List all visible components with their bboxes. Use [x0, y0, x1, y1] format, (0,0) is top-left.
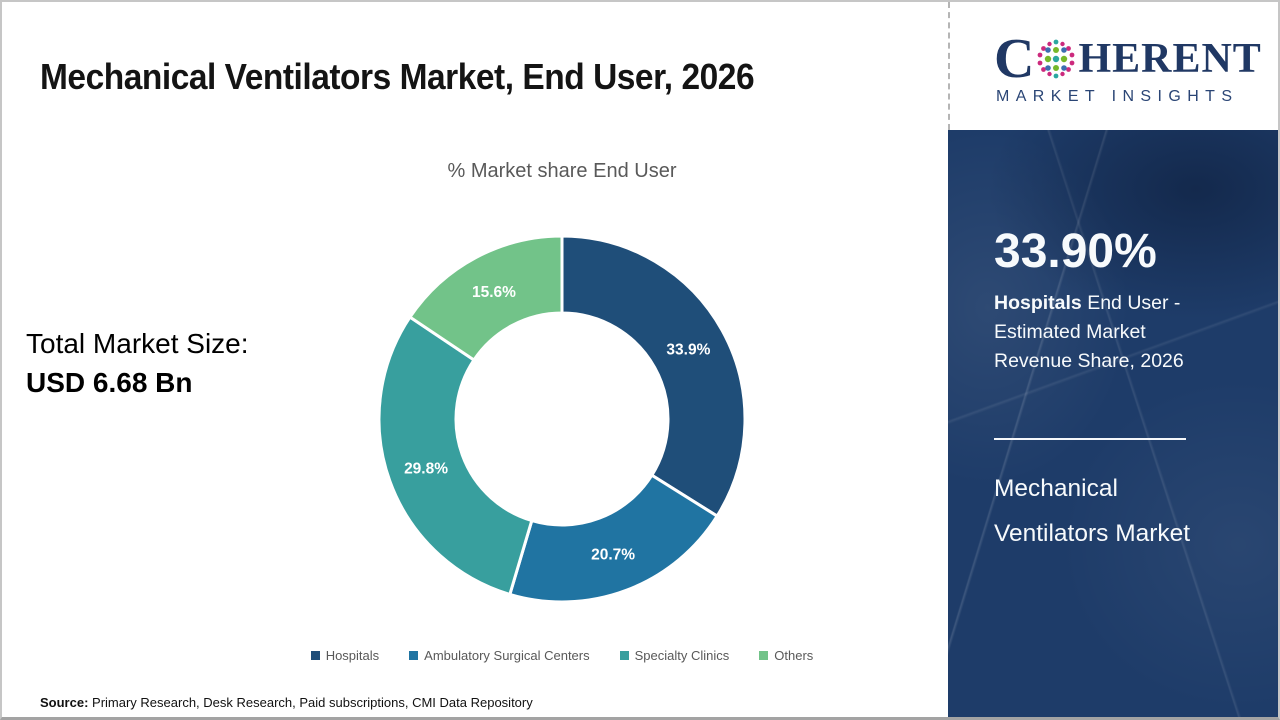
- sidebar-highlight-value: 33.90%: [994, 225, 1157, 278]
- legend-label: Hospitals: [325, 648, 380, 663]
- legend-swatch-icon: [619, 651, 629, 660]
- legend-item-ambulatory-surgical-centers: Ambulatory Surgical Centers: [409, 648, 590, 663]
- donut-label-specialty-clinics: 29.8%: [404, 460, 448, 477]
- chart-legend: Hospitals Ambulatory Surgical Centers Spec…: [114, 648, 1010, 663]
- legend-label: Specialty Clinics: [634, 648, 730, 663]
- donut-chart: 33.9% 20.7% 29.8% 15.6%: [377, 234, 747, 604]
- donut-label-hospitals: 33.9%: [666, 341, 710, 358]
- sidebar-market-name: Mechanical Ventilators Market: [994, 475, 1191, 547]
- total-market-size: Total Market Size: USD 6.68 Bn: [26, 324, 249, 402]
- chart-title: % Market share End User: [447, 160, 677, 182]
- donut-label-ambulatory-surgical-centers: 20.7%: [591, 547, 635, 564]
- source-note: Source: Primary Research, Desk Research,…: [40, 695, 533, 710]
- legend-label: Ambulatory Surgical Centers: [424, 648, 590, 663]
- sidebar-highlight-text: Hospitals End User - Estimated Market Re…: [994, 289, 1212, 376]
- donut-segment-others: [407, 234, 564, 363]
- legend-item-hospitals: Hospitals: [310, 648, 380, 663]
- sidebar-divider: [994, 438, 1186, 440]
- donut-segment-hospitals: [560, 234, 747, 519]
- source-label: Source:: [40, 695, 89, 710]
- logo-letters-herent: HERENT: [1078, 36, 1262, 83]
- coherent-logo: C HERENT: [948, 2, 1278, 130]
- coherent-logo-text: C HERENT: [994, 28, 1278, 90]
- total-market-size-value: USD 6.68 Bn: [26, 367, 193, 398]
- sidebar: C HERENT: [948, 2, 1278, 717]
- legend-item-others: Others: [759, 648, 813, 663]
- legend-item-specialty-clinics: Specialty Clinics: [619, 648, 730, 663]
- sidebar-highlight-bold: Hospitals: [994, 292, 1082, 314]
- logo-letter-c: C: [994, 28, 1035, 90]
- sidebar-highlight-rest: End User - Estimated Market Revenue Shar…: [994, 292, 1184, 372]
- coherent-logo-subtitle: MARKET INSIGHTS: [996, 88, 1239, 106]
- total-market-size-label: Total Market Size:: [26, 328, 249, 359]
- legend-label: Others: [774, 648, 814, 663]
- donut-label-others: 15.6%: [472, 284, 516, 301]
- legend-swatch-icon: [409, 651, 419, 660]
- page-title: Mechanical Ventilators Market, End User,…: [40, 56, 755, 98]
- coherent-logo-globe-icon: [1038, 39, 1075, 79]
- source-text: Primary Research, Desk Research, Paid su…: [92, 695, 533, 710]
- donut-segment-ambulatory-surgical-centers: [507, 473, 720, 604]
- donut-segment-specialty-clinics: [377, 315, 534, 597]
- legend-swatch-icon: [759, 651, 769, 660]
- sidebar-panel: 33.90% Hospitals End User - Estimated Ma…: [948, 130, 1278, 717]
- legend-swatch-icon: [310, 651, 320, 660]
